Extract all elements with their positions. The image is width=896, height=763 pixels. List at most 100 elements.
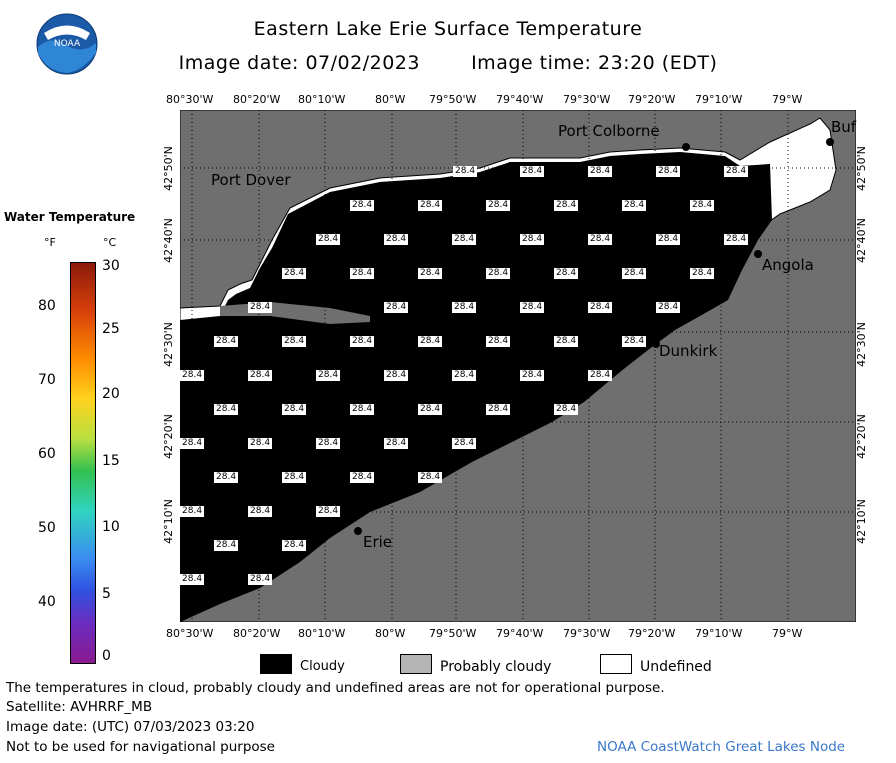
c-tick: 5 — [102, 586, 111, 602]
lon-label-top: 79°W — [772, 93, 803, 106]
c-tick: 0 — [102, 648, 111, 664]
temperature-label: 28.4 — [282, 472, 307, 483]
temperature-label: 28.4 — [384, 302, 409, 313]
noaa-logo-text: NOAA — [54, 39, 81, 49]
lon-label-top: 80°W — [375, 93, 406, 106]
image-time: Image time: 23:20 (EDT) — [471, 52, 718, 74]
temperature-label: 28.4 — [622, 336, 647, 347]
place-angola: Angola — [762, 256, 814, 274]
temperature-label: 28.4 — [520, 234, 545, 245]
temperature-label: 28.4 — [554, 268, 579, 279]
temperature-label: 28.4 — [486, 404, 511, 415]
temperature-label: 28.4 — [282, 336, 307, 347]
noaa-logo: NOAA — [36, 13, 98, 75]
lon-label-top: 80°10'W — [298, 93, 346, 106]
lat-label-right: 42°10'N — [854, 499, 868, 544]
temperature-label: 28.4 — [656, 166, 681, 177]
probably-cloudy-swatch — [400, 654, 432, 674]
temperature-label: 28.4 — [316, 506, 341, 517]
temperature-label: 28.4 — [384, 438, 409, 449]
temperature-label: 28.4 — [180, 574, 205, 585]
temperature-label: 28.4 — [282, 268, 307, 279]
graticule — [180, 110, 856, 622]
undefined-swatch — [600, 654, 632, 674]
lat-label-left: 42°40'N — [161, 218, 175, 263]
temperature-label: 28.4 — [690, 200, 715, 211]
temperature-label: 28.4 — [350, 200, 375, 211]
temperature-label: 28.4 — [316, 234, 341, 245]
lon-label-top: 80°20'W — [233, 93, 281, 106]
cloudy-key-label: Cloudy — [300, 659, 345, 674]
f-tick: 80 — [38, 298, 56, 314]
temperature-label: 28.4 — [248, 302, 273, 313]
temperature-label: 28.4 — [588, 166, 613, 177]
temperature-label: 28.4 — [180, 438, 205, 449]
temperature-label: 28.4 — [520, 370, 545, 381]
temperature-label: 28.4 — [520, 166, 545, 177]
legend-title: Water Temperature — [4, 210, 136, 224]
cloudy-swatch — [260, 654, 292, 674]
operational-note: The temperatures in cloud, probably clou… — [6, 680, 665, 696]
lon-label-bottom: 79°50'W — [429, 627, 477, 640]
temperature-label: 28.4 — [588, 302, 613, 313]
lon-label-bottom: 80°W — [375, 627, 406, 640]
lon-label-bottom: 80°20'W — [233, 627, 281, 640]
temperature-label: 28.4 — [554, 404, 579, 415]
temperature-label: 28.4 — [452, 302, 477, 313]
temperature-label: 28.4 — [248, 438, 273, 449]
temperature-label: 28.4 — [418, 472, 443, 483]
port-colborne-marker — [682, 143, 690, 151]
temperature-label: 28.4 — [452, 370, 477, 381]
temperature-label: 28.4 — [248, 370, 273, 381]
lat-label-right: 42°50'N — [854, 146, 868, 191]
temperature-label: 28.4 — [724, 166, 749, 177]
lon-label-bottom: 79°20'W — [628, 627, 676, 640]
temperature-label: 28.4 — [282, 404, 307, 415]
temperature-label: 28.4 — [486, 336, 511, 347]
place-erie: Erie — [363, 533, 393, 551]
temperature-label: 28.4 — [282, 540, 307, 551]
lon-label-top: 80°30'W — [166, 93, 214, 106]
temperature-label: 28.4 — [180, 506, 205, 517]
lat-label-right: 42°40'N — [854, 218, 868, 263]
map-subtitle: Image date: 07/02/2023 Image time: 23:20… — [0, 52, 896, 74]
temperature-label: 28.4 — [248, 574, 273, 585]
place-port-dover: Port Dover — [211, 171, 291, 189]
temperature-label: 28.4 — [418, 336, 443, 347]
f-tick: 50 — [38, 520, 56, 536]
temperature-label: 28.4 — [520, 302, 545, 313]
temperature-label: 28.4 — [350, 404, 375, 415]
temperature-label: 28.4 — [248, 506, 273, 517]
lon-label-top: 79°50'W — [429, 93, 477, 106]
temperature-label: 28.4 — [554, 200, 579, 211]
temperature-label: 28.4 — [316, 438, 341, 449]
unit-fahrenheit: °F — [44, 236, 56, 249]
c-tick: 20 — [102, 386, 120, 402]
c-tick: 15 — [102, 453, 120, 469]
lon-label-bottom: 80°10'W — [298, 627, 346, 640]
lon-label-bottom: 79°10'W — [695, 627, 743, 640]
buffalo-marker — [826, 138, 834, 146]
lon-label-top: 79°10'W — [695, 93, 743, 106]
c-tick: 25 — [102, 321, 120, 337]
temperature-label: 28.4 — [656, 234, 681, 245]
f-tick: 70 — [38, 372, 56, 388]
temperature-label: 28.4 — [384, 234, 409, 245]
place-buffalo: Buf — [831, 118, 857, 136]
temperature-label: 28.4 — [453, 166, 478, 177]
dunkirk-marker — [652, 340, 660, 348]
temperature-label: 28.4 — [180, 370, 205, 381]
temperature-label: 28.4 — [418, 404, 443, 415]
temperature-label: 28.4 — [418, 268, 443, 279]
c-tick: 30 — [102, 258, 120, 274]
f-tick: 60 — [38, 446, 56, 462]
temperature-label: 28.4 — [214, 404, 239, 415]
angola-marker — [754, 250, 762, 258]
lon-label-bottom: 79°W — [772, 627, 803, 640]
temperature-label: 28.4 — [588, 234, 613, 245]
satellite-info: Satellite: AVHRRF_MB — [6, 699, 153, 715]
lat-label-left: 42°50'N — [161, 146, 175, 191]
temperature-label: 28.4 — [622, 268, 647, 279]
unit-celsius: °C — [103, 236, 117, 249]
lon-label-bottom: 79°30'W — [563, 627, 611, 640]
